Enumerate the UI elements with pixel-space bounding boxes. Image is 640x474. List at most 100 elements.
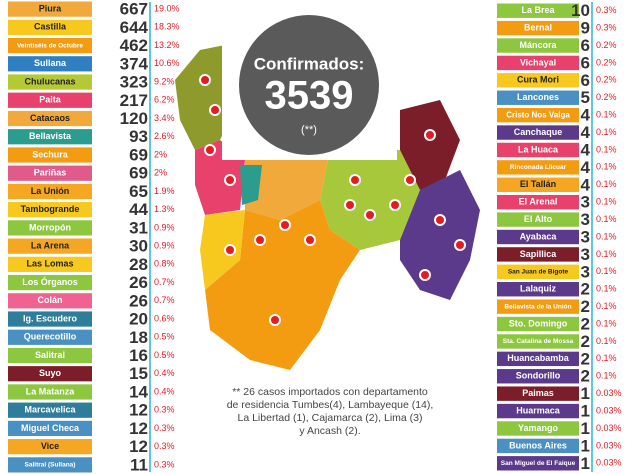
case-percent: 0.1% [596,266,617,276]
case-count: 6 [581,53,590,72]
case-count: 2 [581,332,590,351]
case-dots [199,74,466,326]
label-box [497,334,579,349]
case-percent: 0.3% [154,441,175,451]
case-count: 20 [129,310,148,329]
district-name: Veintiséis de Octubre [17,42,83,49]
label-box [8,129,92,145]
case-count: 1 [581,384,590,403]
badge-mark: (**) [301,124,317,136]
case-count: 3 [581,193,590,212]
district-name: Salitral [35,350,65,360]
case-percent: 0.1% [596,318,617,328]
case-percent: 18.3% [154,22,180,32]
case-percent: 0.3% [154,459,175,469]
case-count: 3 [581,262,590,281]
case-count: 14 [129,382,148,401]
case-percent: 0.2% [596,40,617,50]
case-percent: 0.9% [154,222,175,232]
case-count: 28 [129,255,148,274]
case-count: 69 [129,164,148,183]
district-name: La Unión [31,186,70,196]
case-percent: 0.1% [596,127,617,137]
district-name: Paimas [522,388,554,398]
label-box [497,142,579,158]
district-name: El Alto [524,214,553,224]
case-count: 4 [581,158,591,177]
label-box [497,55,579,71]
district-name: Chulucanas [24,76,75,86]
case-percent: 0.4% [154,386,175,396]
label-box [497,90,579,105]
case-count: 1 [581,419,590,438]
district-name: Vichayal [520,57,556,67]
district-name: Paita [39,95,62,105]
label-box [8,402,92,418]
case-count: 69 [129,145,148,164]
case-percent: 0.2% [596,92,617,102]
label-box [8,19,92,35]
label-box [8,202,92,218]
badge-title: Confirmados: [254,54,365,73]
district-name: Sapillica [520,249,558,259]
district-name: San Juan de Bigote [508,269,569,276]
case-count: 65 [129,182,148,201]
label-box [8,329,92,345]
case-percent: 0.7% [154,277,175,287]
case-percent: 0.5% [154,350,175,360]
label-box [8,420,92,437]
case-count: 2 [581,280,590,299]
district-name: San Miguel de El Faique [501,460,576,467]
district-name: Vice [41,441,59,451]
case-count: 12 [129,401,148,420]
label-box [497,421,579,436]
label-box [8,347,92,364]
label-box [8,256,92,272]
label-box [497,212,579,227]
note-line: y Ancash (2). [299,425,360,437]
case-percent: 0.1% [596,371,617,381]
case-count: 2 [581,315,590,334]
case-count: 31 [129,218,148,237]
label-box [497,125,579,140]
case-count: 12 [129,419,148,438]
label-box [497,194,579,210]
district-name: Cristo Nos Valga [506,110,570,119]
district-name: Querecotillo [24,332,77,342]
district-name: Sto. Domingo [509,318,568,328]
label-box [8,92,92,108]
district-name: Salitral (Sullana) [25,462,76,469]
district-name: Máncora [519,40,557,50]
case-percent: 0.1% [596,336,617,346]
note-line: de residencia Tumbes(4), Lambayeque (14)… [227,399,434,411]
case-count: 3 [581,227,590,246]
case-percent: 0.1% [596,301,617,311]
case-count: 644 [120,18,149,37]
district-name: Colán [37,295,62,305]
case-percent: 9.2% [154,76,175,86]
case-count: 323 [120,73,148,92]
label-box [8,147,92,163]
district-name: Rinconada Llicuar [510,164,567,171]
district-name: Suyo [39,368,62,378]
label-box [497,282,579,297]
district-name: Ig. Escudero [23,313,78,323]
district-name: Huancabamba [507,353,570,363]
case-percent: 0.3% [154,423,175,433]
label-box [8,110,92,127]
district-name: La Matanza [26,386,76,396]
label-box [8,311,92,327]
label-box [497,264,579,280]
label-box [497,438,579,454]
case-percent: 0.1% [596,144,617,154]
label-box [8,439,92,455]
district-name: Lalaquiz [520,284,557,294]
label-box [497,73,579,88]
label-box [8,384,92,400]
case-percent: 0.6% [154,313,175,323]
label-box [497,351,579,367]
case-percent: 3.4% [154,113,175,123]
district-name: La Brea [521,5,555,15]
case-percent: 0.3% [596,5,617,15]
case-percent: 0.03% [596,423,622,433]
